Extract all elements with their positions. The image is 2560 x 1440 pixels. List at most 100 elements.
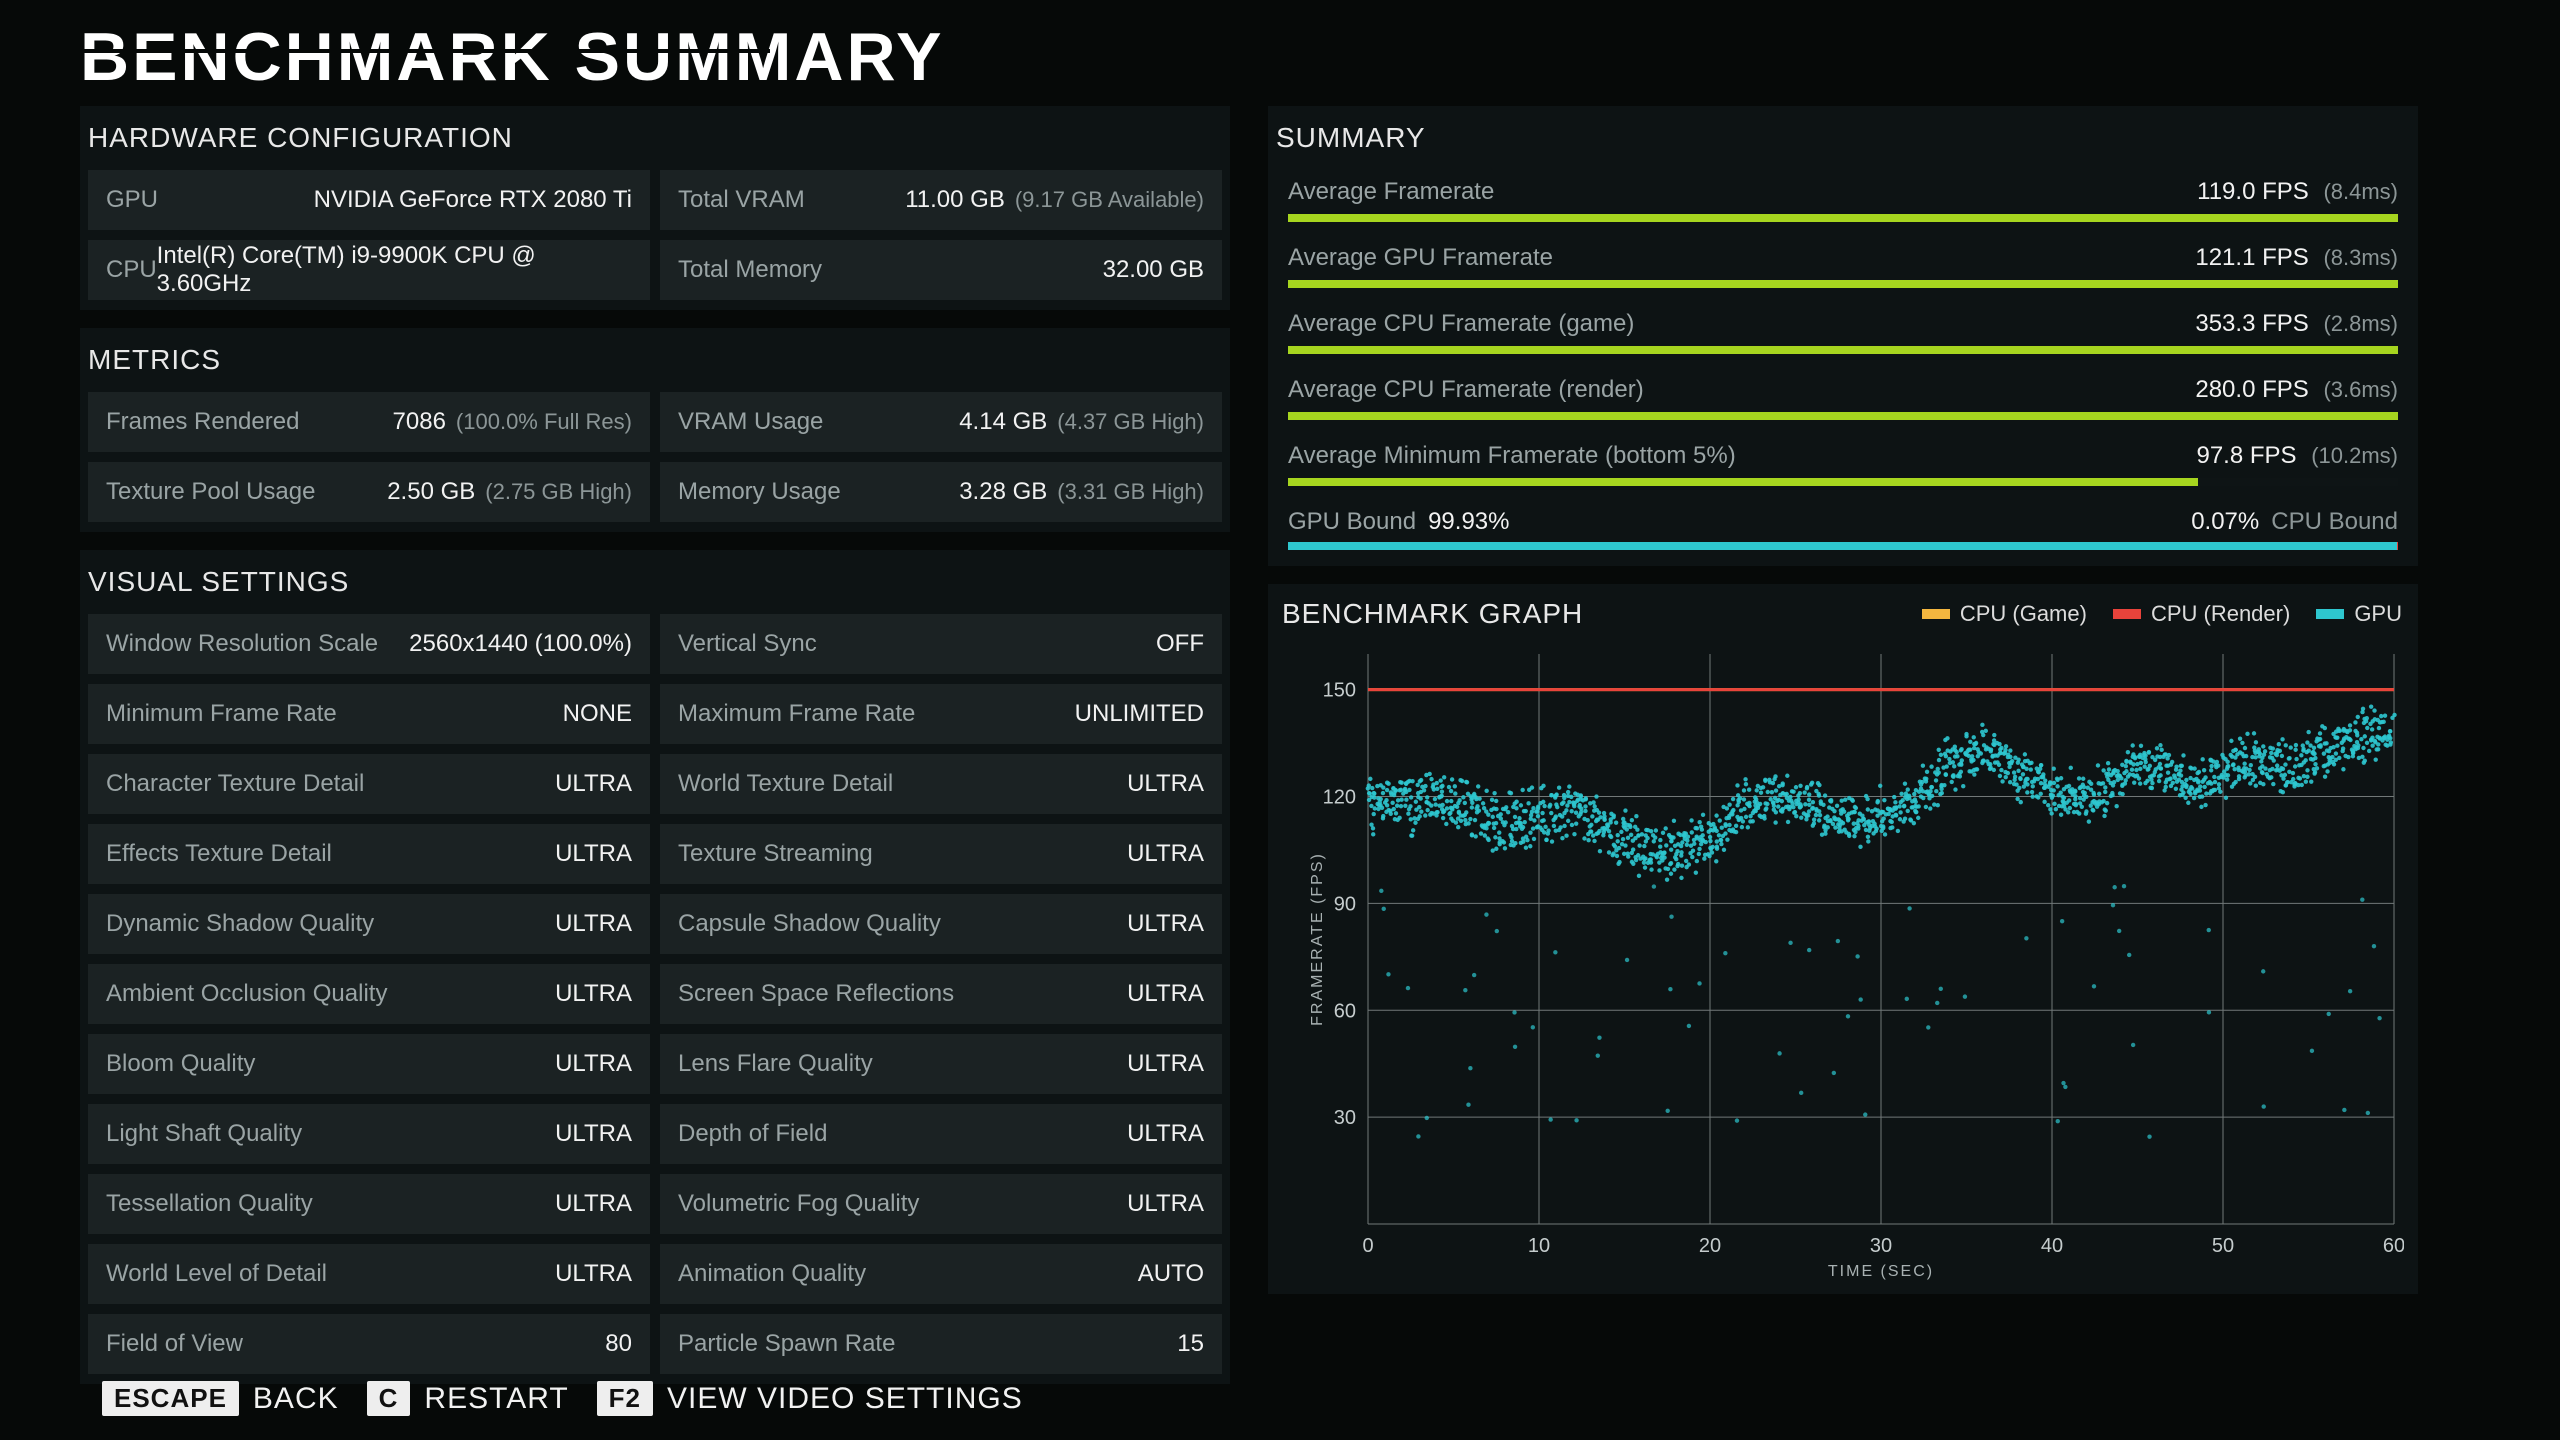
visual-setting-row: Texture Streaming ULTRA	[660, 824, 1222, 884]
visual-setting-row: Bloom Quality ULTRA	[88, 1034, 650, 1094]
summary-bar	[1288, 280, 2398, 288]
visual-setting-row: Vertical SyncOFF	[660, 614, 1222, 674]
visual-setting-label: Window Resolution Scale	[106, 630, 378, 658]
gpu-bound-pct: 99.93%	[1428, 508, 1509, 535]
hardware-label: Total VRAM	[678, 186, 805, 214]
visual-setting-label: Dynamic Shadow Quality	[106, 910, 374, 938]
summary-row: Average CPU Framerate (game)353.3 FPS (2…	[1278, 302, 2408, 368]
gpu-cpu-bound-row: GPU Bound99.93%0.07%CPU Bound	[1278, 500, 2408, 542]
hardware-row: Total Memory32.00 GB	[660, 240, 1222, 300]
keycap: F2	[597, 1381, 653, 1416]
metrics-label: Texture Pool Usage	[106, 478, 315, 506]
summary-label: Average Framerate	[1288, 178, 1494, 206]
visual-setting-row: Character Texture Detail ULTRA	[88, 754, 650, 814]
visual-setting-label: Lens Flare Quality	[678, 1050, 873, 1078]
visual-setting-value: ULTRA	[555, 1050, 632, 1078]
legend-swatch	[2113, 609, 2141, 619]
footer-controls: ESCAPE BACK CRESTART F2VIEW VIDEO SETTINGS	[102, 1381, 1023, 1416]
hardware-panel: HARDWARE CONFIGURATION GPUNVIDIA GeForce…	[80, 106, 1230, 310]
legend-swatch	[2316, 609, 2344, 619]
visual-setting-label: Ambient Occlusion Quality	[106, 980, 387, 1008]
visual-setting-row: Window Resolution Scale2560x1440 (100.0%…	[88, 614, 650, 674]
visual-setting-value: ULTRA	[555, 910, 632, 938]
visual-setting-row: Lens Flare QualityULTRA	[660, 1034, 1222, 1094]
keycap: ESCAPE	[102, 1381, 239, 1416]
legend-label: CPU (Render)	[2151, 601, 2290, 627]
visual-setting-value: 15	[1177, 1330, 1204, 1358]
footer-button[interactable]: ESCAPE BACK	[102, 1381, 339, 1416]
visual-setting-value: ULTRA	[1127, 770, 1204, 798]
hardware-value: Intel(R) Core(TM) i9-9900K CPU @ 3.60GHz	[157, 242, 632, 298]
legend-item: CPU (Render)	[2113, 601, 2290, 627]
visual-setting-label: Character Texture Detail	[106, 770, 364, 798]
visual-setting-label: Effects Texture Detail	[106, 840, 332, 868]
visual-setting-label: Volumetric Fog Quality	[678, 1190, 919, 1218]
page-title: BENCHMARK SUMMARY	[80, 0, 2480, 96]
summary-value: 119.0 FPS (8.4ms)	[2197, 178, 2398, 206]
gpu-cpu-bound-bar	[1288, 542, 2398, 550]
summary-panel: SUMMARY Average Framerate 119.0 FPS (8.4m…	[1268, 106, 2418, 566]
visual-setting-value: ULTRA	[555, 980, 632, 1008]
visual-setting-row: Particle Spawn Rate15	[660, 1314, 1222, 1374]
metrics-value: 2.50 GB(2.75 GB High)	[387, 478, 632, 506]
visual-setting-label: Depth of Field	[678, 1120, 827, 1148]
metrics-row: Texture Pool Usage 2.50 GB(2.75 GB High)	[88, 462, 650, 522]
hardware-label: Total Memory	[678, 256, 822, 284]
cpu-bound-pct: 0.07%	[2191, 508, 2259, 535]
visual-setting-label: Bloom Quality	[106, 1050, 255, 1078]
summary-value: 97.8 FPS (10.2ms)	[2196, 442, 2398, 470]
visual-setting-label: Minimum Frame Rate	[106, 700, 337, 728]
visual-setting-value: ULTRA	[1127, 840, 1204, 868]
legend-label: CPU (Game)	[1960, 601, 2087, 627]
footer-button[interactable]: CRESTART	[367, 1381, 569, 1416]
visual-setting-row: Dynamic Shadow Quality ULTRA	[88, 894, 650, 954]
visual-setting-label: Screen Space Reflections	[678, 980, 954, 1008]
footer-button-label: BACK	[253, 1382, 339, 1416]
visual-setting-value: 80	[605, 1330, 632, 1358]
svg-text:20: 20	[1699, 1235, 1721, 1257]
summary-row: Average CPU Framerate (render)280.0 FPS …	[1278, 368, 2408, 434]
svg-text:10: 10	[1528, 1235, 1550, 1257]
hardware-row: CPUIntel(R) Core(TM) i9-9900K CPU @ 3.60…	[88, 240, 650, 300]
svg-text:FRAMERATE (FPS): FRAMERATE (FPS)	[1309, 852, 1326, 1026]
visual-settings-header: VISUAL SETTINGS	[80, 550, 1230, 614]
benchmark-graph: 3060901201500102030405060TIME (SEC)FRAME…	[1308, 644, 2404, 1284]
visual-setting-row: Effects Texture Detail ULTRA	[88, 824, 650, 884]
footer-button[interactable]: F2VIEW VIDEO SETTINGS	[597, 1381, 1023, 1416]
svg-text:TIME (SEC): TIME (SEC)	[1828, 1263, 1934, 1280]
visual-setting-value: UNLIMITED	[1075, 700, 1204, 728]
visual-setting-label: World Level of Detail	[106, 1260, 327, 1288]
visual-setting-value: ULTRA	[555, 770, 632, 798]
svg-text:30: 30	[1334, 1107, 1356, 1129]
hardware-label: CPU	[106, 256, 157, 284]
visual-setting-label: Animation Quality	[678, 1260, 866, 1288]
visual-setting-label: Texture Streaming	[678, 840, 873, 868]
visual-setting-value: ULTRA	[555, 840, 632, 868]
metrics-label: Memory Usage	[678, 478, 841, 506]
visual-setting-value: ULTRA	[1127, 980, 1204, 1008]
summary-label: Average GPU Framerate	[1288, 244, 1553, 272]
svg-text:0: 0	[1362, 1235, 1373, 1257]
visual-setting-value: ULTRA	[555, 1260, 632, 1288]
visual-setting-row: Capsule Shadow QualityULTRA	[660, 894, 1222, 954]
summary-header: SUMMARY	[1268, 106, 2418, 170]
hardware-value: 11.00 GB(9.17 GB Available)	[905, 186, 1204, 214]
svg-text:150: 150	[1323, 680, 1356, 702]
visual-setting-row: Ambient Occlusion Quality ULTRA	[88, 964, 650, 1024]
visual-setting-row: Depth of FieldULTRA	[660, 1104, 1222, 1164]
summary-row: Average GPU Framerate 121.1 FPS (8.3ms)	[1278, 236, 2408, 302]
svg-text:60: 60	[1334, 1000, 1356, 1022]
cpu-bound-label: CPU Bound	[2271, 508, 2398, 535]
svg-text:50: 50	[2212, 1235, 2234, 1257]
hardware-label: GPU	[106, 186, 158, 214]
metrics-panel: METRICS Frames Rendered7086(100.0% Full …	[80, 328, 1230, 532]
visual-setting-row: Minimum Frame RateNONE	[88, 684, 650, 744]
metrics-label: Frames Rendered	[106, 408, 299, 436]
visual-setting-label: Vertical Sync	[678, 630, 817, 658]
hardware-row: GPU NVIDIA GeForce RTX 2080 Ti	[88, 170, 650, 230]
summary-value: 121.1 FPS (8.3ms)	[2195, 244, 2398, 272]
metrics-row: Memory Usage3.28 GB(3.31 GB High)	[660, 462, 1222, 522]
visual-setting-row: Animation QualityAUTO	[660, 1244, 1222, 1304]
svg-text:40: 40	[2041, 1235, 2063, 1257]
hardware-value: NVIDIA GeForce RTX 2080 Ti	[314, 186, 632, 214]
